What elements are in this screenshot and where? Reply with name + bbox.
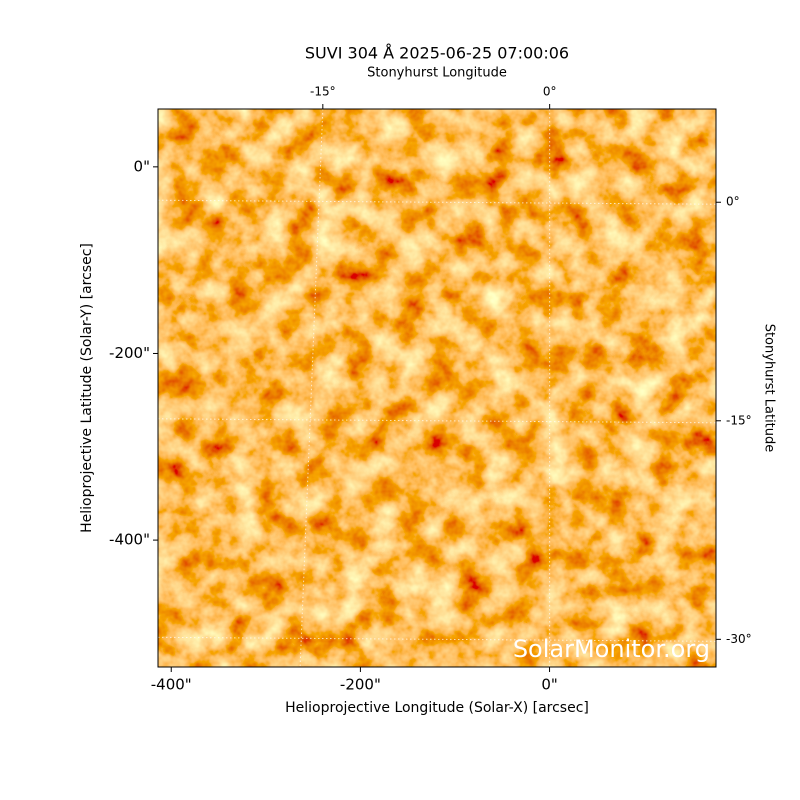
grid-line	[299, 109, 324, 667]
x-label: Helioprojective Longitude (Solar-X) [arc…	[285, 700, 589, 716]
y2-tick-label: -30°	[726, 632, 752, 646]
y2-label: Stonyhurst Latitude	[762, 324, 777, 453]
y-tick-label: -200"	[109, 344, 150, 362]
x2-tick-label: 0°	[543, 85, 557, 99]
x-tick-label: -400"	[151, 676, 192, 694]
x-tick-label: 0"	[541, 676, 557, 694]
plot-frame	[157, 108, 717, 668]
y2-tick-label: 0°	[726, 195, 740, 209]
x2-tick-label: -15°	[310, 85, 336, 99]
chart-title: SUVI 304 Å 2025-06-25 07:00:06	[305, 44, 569, 63]
y-label: Helioprojective Latitude (Solar-Y) [arcs…	[79, 243, 95, 533]
grid	[158, 109, 716, 667]
y-tick-label: 0"	[134, 157, 150, 175]
watermark: SolarMonitor.org	[513, 635, 710, 663]
y-tick-label: -400"	[109, 531, 150, 549]
solar-image	[158, 109, 716, 667]
x2-label: Stonyhurst Longitude	[367, 66, 507, 81]
grid-line	[158, 636, 716, 642]
grid-line	[158, 199, 716, 205]
y2-tick-label: -15°	[726, 413, 752, 427]
grid-line	[158, 418, 716, 424]
x-tick-label: -200"	[340, 676, 381, 694]
